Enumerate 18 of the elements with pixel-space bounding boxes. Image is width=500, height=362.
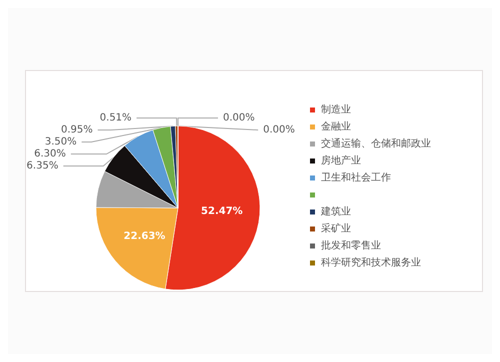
data-label: 0.51%: [100, 112, 132, 124]
data-label: 22.63%: [124, 231, 166, 242]
legend-label: 科学研究和技术服务业: [321, 256, 421, 268]
data-label: 0.95%: [60, 124, 93, 136]
legend-label: 卫生和社会工作: [321, 172, 391, 184]
legend-label: 金融业: [321, 120, 351, 132]
text: 0.00%: [263, 124, 295, 136]
data-label: 6.30%: [34, 148, 66, 160]
data-label: 3.50%: [44, 136, 77, 148]
text: 0.00%: [223, 112, 255, 124]
legend-label: 房地产业: [321, 154, 361, 166]
legend-label: 交通运输、仓储和邮政业: [321, 138, 431, 150]
legend-label: 建筑业: [320, 206, 351, 218]
legend-label: 制造业: [321, 104, 351, 116]
legend-label: 批发和零售业: [321, 240, 381, 252]
data-label: 52.47%: [201, 206, 243, 217]
legend-label: 采矿业: [321, 222, 351, 234]
data-label: 6.35%: [26, 160, 58, 172]
